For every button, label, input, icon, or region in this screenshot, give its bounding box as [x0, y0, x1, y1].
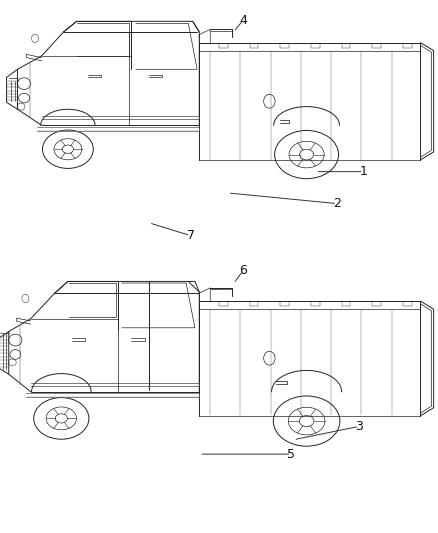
Text: 3: 3: [355, 420, 363, 433]
Text: 4: 4: [239, 14, 247, 27]
Text: 1: 1: [360, 165, 367, 178]
Text: 6: 6: [239, 264, 247, 277]
Text: 2: 2: [333, 197, 341, 210]
Text: 5: 5: [287, 448, 295, 461]
Text: 7: 7: [187, 229, 194, 242]
